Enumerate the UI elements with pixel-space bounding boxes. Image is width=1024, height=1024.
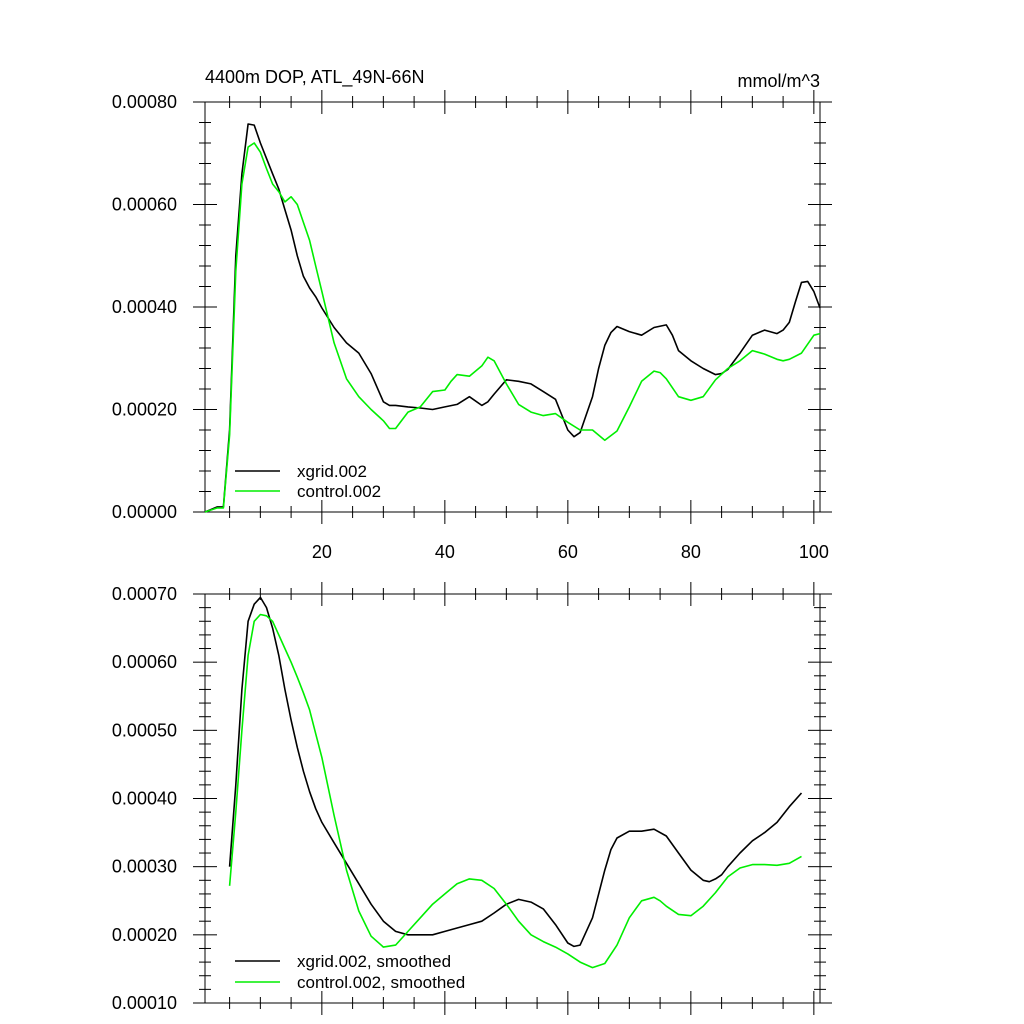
bottom-series-line-control [228,613,802,969]
top-y-tick-labels: 0.00000 0.00020 0.00040 0.00060 0.00080 [112,92,177,522]
units-label: mmol/m^3 [738,71,820,91]
top-series-line-xgrid [204,123,821,513]
bottom-series-lines [228,596,803,969]
bottom-panel: 0.00010 0.00020 0.00030 0.00040 0.00050 0.000… [112,582,832,1015]
top-x-tick-labels: 20 40 60 80 100 [312,542,829,562]
top-y-tick-label: 0.00020 [112,400,177,420]
bottom-y-tick-label: 0.00050 [112,720,177,740]
top-y-tick-label: 0.00060 [112,195,177,215]
top-y-tick-label: 0.00080 [112,92,177,112]
top-x-tick-label: 20 [312,542,332,562]
bottom-y-tick-label: 0.00010 [112,993,177,1013]
bottom-axis-ticks [193,582,832,1015]
bottom-y-tick-label: 0.00030 [112,857,177,877]
bottom-legend-label-1: control.002, smoothed [297,973,465,992]
top-y-tick-label: 0.00000 [112,502,177,522]
top-x-tick-label: 80 [681,542,701,562]
bottom-y-tick-label: 0.00020 [112,925,177,945]
top-axis-ticks [193,90,832,524]
bottom-y-tick-label: 0.00060 [112,652,177,672]
bottom-legend: xgrid.002, smoothed control.002, smoothe… [235,952,465,992]
top-x-tick-label: 100 [799,542,829,562]
top-panel: 0.00000 0.00020 0.00040 0.00060 0.00080 20 40… [112,67,832,562]
top-x-tick-label: 60 [558,542,578,562]
top-y-tick-label: 0.00040 [112,297,177,317]
top-legend: xgrid.002 control.002 [235,462,381,501]
bottom-legend-label-0: xgrid.002, smoothed [297,952,451,971]
bottom-y-tick-label: 0.00070 [112,584,177,604]
top-x-tick-label: 40 [435,542,455,562]
bottom-series-line-xgrid [228,596,803,948]
top-legend-label-0: xgrid.002 [297,462,367,481]
bottom-plot-frame [204,593,821,1004]
top-series-lines [204,123,821,513]
bottom-y-tick-label: 0.00040 [112,789,177,809]
top-series-line-control [204,142,821,513]
chart-title: 4400m DOP, ATL_49N-66N [205,67,424,88]
top-plot-frame [204,101,821,513]
top-legend-label-1: control.002 [297,482,381,501]
bottom-y-tick-labels: 0.00010 0.00020 0.00030 0.00040 0.00050 0.000… [112,584,177,1013]
